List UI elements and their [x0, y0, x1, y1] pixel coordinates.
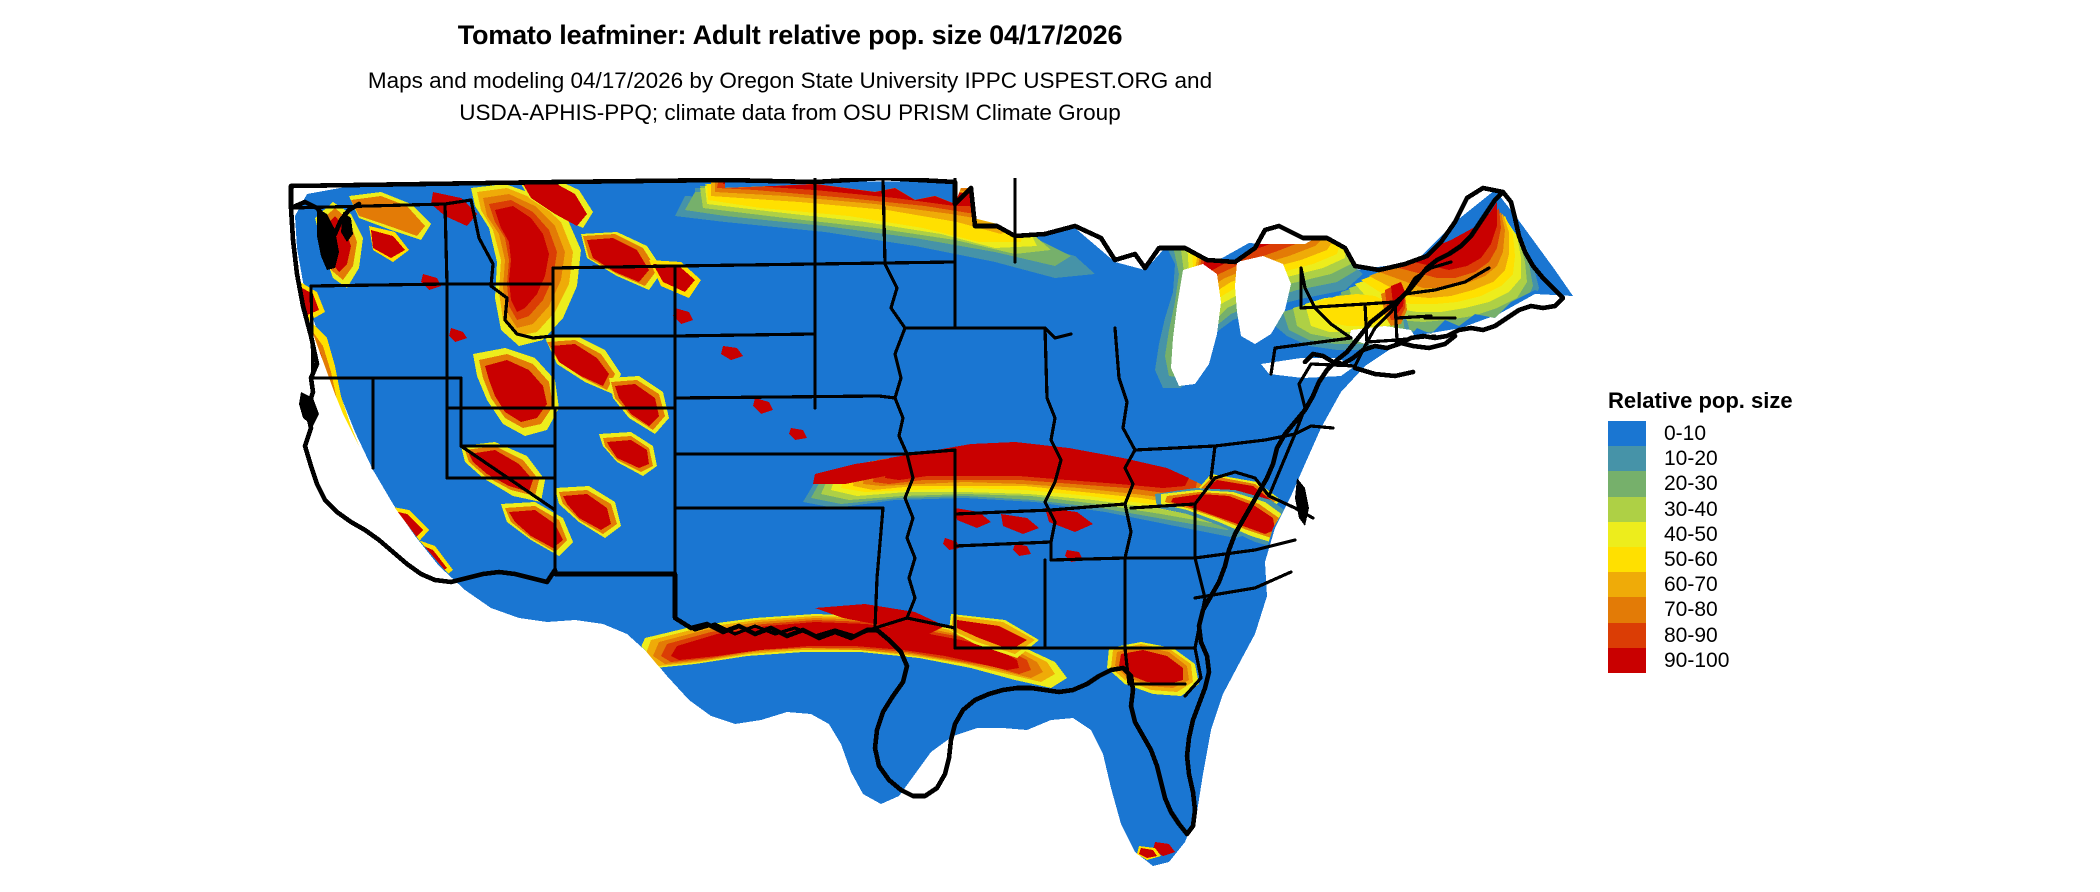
legend-label: 70-80	[1664, 598, 1718, 622]
legend-label: 60-70	[1664, 573, 1718, 597]
legend-color-swatch	[1608, 471, 1646, 497]
legend-label: 10-20	[1664, 447, 1718, 471]
legend-row: 40-50	[1608, 521, 1793, 547]
legend-label: 80-90	[1664, 623, 1718, 647]
map-subtitle-line-1: Maps and modeling 04/17/2026 by Oregon S…	[367, 68, 1213, 93]
state-boundaries	[289, 178, 1491, 698]
map-subtitle-line-2: USDA-APHIS-PPQ; climate data from OSU PR…	[459, 100, 1121, 125]
legend-color-swatch	[1608, 647, 1646, 673]
san-francisco-bay	[299, 392, 319, 426]
legend-color-swatch	[1608, 622, 1646, 648]
legend-row: 10-20	[1608, 446, 1793, 472]
legend-label: 40-50	[1664, 522, 1718, 546]
legend-row: 30-40	[1608, 496, 1793, 522]
legend-row: 60-70	[1608, 572, 1793, 598]
legend-color-swatch	[1608, 572, 1646, 598]
legend-items: 0-10 10-20 20-30 30-40 40-50 50-60 60-70 70-80 8…	[1608, 421, 1793, 673]
legend-label: 50-60	[1664, 547, 1718, 571]
legend-row: 80-90	[1608, 622, 1793, 648]
legend-row: 70-80	[1608, 597, 1793, 623]
map-subtitle: Maps and modeling 04/17/2026 by Oregon S…	[0, 65, 1580, 129]
us-choropleth-map	[255, 178, 1575, 878]
legend-row: 20-30	[1608, 471, 1793, 497]
raster-base-0-10	[295, 180, 1573, 866]
legend-label: 0-10	[1664, 422, 1707, 445]
legend-row: 90-100	[1608, 647, 1793, 673]
map-legend: Relative pop. size 0-10 10-20 20-30 30-40 40…	[1608, 388, 1793, 673]
raster-speckle-colorado	[473, 336, 669, 436]
legend-label: 30-40	[1664, 497, 1718, 521]
legend-color-swatch	[1608, 496, 1646, 522]
puget-sound	[317, 208, 353, 270]
title-block: Tomato leafminer: Adult relative pop. si…	[0, 18, 1580, 129]
legend-title: Relative pop. size	[1608, 388, 1793, 413]
legend-color-swatch	[1608, 546, 1646, 573]
legend-color-swatch	[1608, 597, 1646, 623]
raster-misc-specks	[421, 274, 1083, 562]
legend-color-swatch	[1608, 421, 1646, 447]
legend-row: 50-60	[1608, 546, 1793, 573]
legend-label: 90-100	[1664, 648, 1730, 672]
chesapeake-bay	[1295, 478, 1309, 526]
raster-spot-florida-keys	[1137, 842, 1175, 860]
page-title: Tomato leafminer: Adult relative pop. si…	[457, 20, 1123, 50]
legend-row: 0-10	[1608, 421, 1793, 447]
legend-color-swatch	[1608, 521, 1646, 547]
raster-speckle-southwest	[461, 432, 657, 556]
legend-label: 20-30	[1664, 472, 1718, 496]
legend-color-swatch	[1608, 446, 1646, 472]
